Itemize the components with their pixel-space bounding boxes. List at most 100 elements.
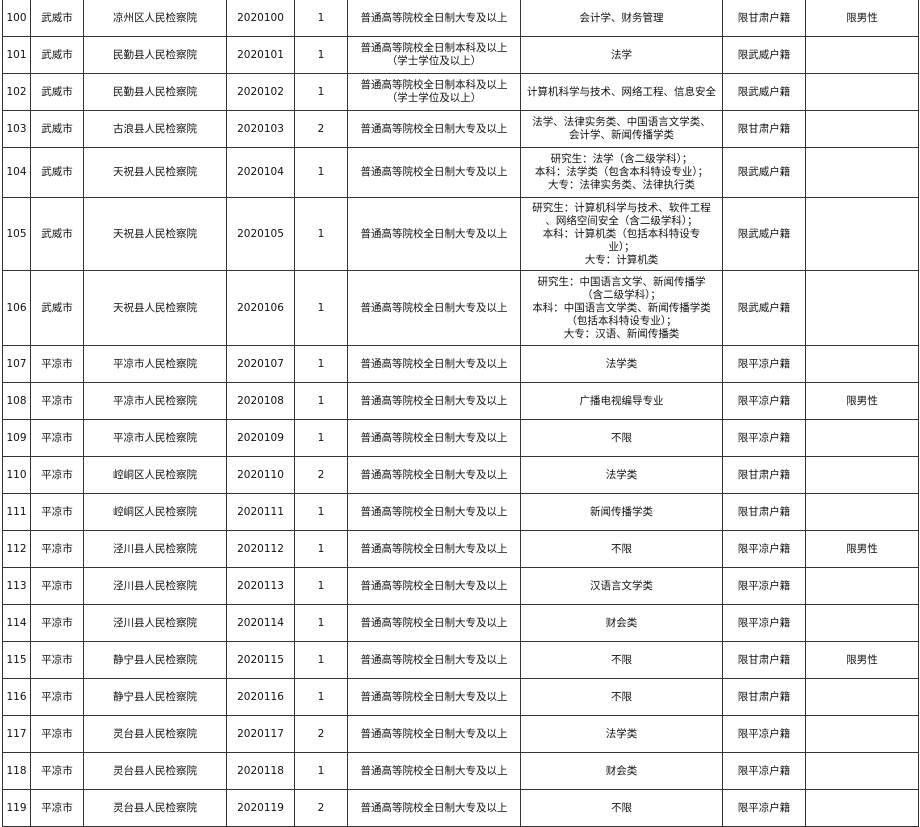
row-number-cell: 110 (2, 456, 31, 494)
table-row: 119 平凉市 灵台县人民检察院 2020119 2 普通高等院校全日制大专及以上 不限 限平… (2, 789, 919, 827)
row-number-cell: 116 (2, 678, 31, 716)
position-code-cell: 2020113 (226, 567, 295, 605)
row-number-cell: 119 (2, 789, 31, 827)
unit-name-cell: 天祝县人民检察院 (83, 197, 227, 271)
household-requirement-cell: 限武威户籍 (722, 36, 806, 74)
recruit-count-cell: 1 (294, 419, 348, 457)
position-code-cell: 2020112 (226, 530, 295, 568)
education-requirement-cell: 普通高等院校全日制本科及以上 （学士学位及以上） (347, 73, 521, 111)
major-requirement-cell: 汉语言文学类 (520, 567, 723, 605)
city-cell: 武威市 (30, 147, 84, 198)
household-requirement-cell: 限平凉户籍 (722, 567, 806, 605)
unit-name-cell: 平凉市人民检察院 (83, 419, 227, 457)
recruit-count-cell: 1 (294, 604, 348, 642)
row-number-cell: 114 (2, 604, 31, 642)
row-number-cell: 106 (2, 270, 31, 346)
row-number-cell: 112 (2, 530, 31, 568)
unit-name-cell: 平凉市人民检察院 (83, 382, 227, 420)
major-requirement-cell: 法学 (520, 36, 723, 74)
recruit-count-cell: 1 (294, 270, 348, 346)
table-row: 100 武威市 凉州区人民检察院 2020100 1 普通高等院校全日制大专及以上 会计学、… (2, 0, 919, 37)
recruit-count-cell: 2 (294, 110, 348, 148)
position-code-cell: 2020104 (226, 147, 295, 198)
row-number-cell: 118 (2, 752, 31, 790)
unit-name-cell: 灵台县人民检察院 (83, 789, 227, 827)
city-cell: 平凉市 (30, 382, 84, 420)
education-requirement-cell: 普通高等院校全日制大专及以上 (347, 110, 521, 148)
city-cell: 平凉市 (30, 641, 84, 679)
table-row: 106 武威市 天祝县人民检察院 2020106 1 普通高等院校全日制大专及以上 研究生：… (2, 270, 919, 346)
position-code-cell: 2020115 (226, 641, 295, 679)
table-row: 102 武威市 民勤县人民检察院 2020102 1 普通高等院校全日制本科及以上 （学士… (2, 73, 919, 111)
remarks-cell (805, 678, 919, 716)
position-code-cell: 2020114 (226, 604, 295, 642)
city-cell: 平凉市 (30, 345, 84, 383)
household-requirement-cell: 限甘肃户籍 (722, 678, 806, 716)
major-requirement-cell: 研究生：计算机科学与技术、软件工程 、网络空间安全（含二级学科）； 本科：计算机… (520, 197, 723, 271)
table-row: 105 武威市 天祝县人民检察院 2020105 1 普通高等院校全日制大专及以上 研究生：… (2, 197, 919, 271)
remarks-cell (805, 715, 919, 753)
education-requirement-cell: 普通高等院校全日制大专及以上 (347, 270, 521, 346)
position-code-cell: 2020108 (226, 382, 295, 420)
recruit-count-cell: 1 (294, 0, 348, 37)
table-row: 115 平凉市 静宁县人民检察院 2020115 1 普通高等院校全日制大专及以上 不限 限甘… (2, 641, 919, 679)
household-requirement-cell: 限甘肃户籍 (722, 110, 806, 148)
position-code-cell: 2020101 (226, 36, 295, 74)
table-row: 101 武威市 民勤县人民检察院 2020101 1 普通高等院校全日制本科及以上 （学士… (2, 36, 919, 74)
position-code-cell: 2020103 (226, 110, 295, 148)
recruit-count-cell: 1 (294, 73, 348, 111)
unit-name-cell: 古浪县人民检察院 (83, 110, 227, 148)
unit-name-cell: 天祝县人民检察院 (83, 147, 227, 198)
education-requirement-cell: 普通高等院校全日制大专及以上 (347, 604, 521, 642)
position-code-cell: 2020111 (226, 493, 295, 531)
remarks-cell (805, 36, 919, 74)
major-requirement-cell: 法学类 (520, 456, 723, 494)
remarks-cell (805, 73, 919, 111)
table-row: 107 平凉市 平凉市人民检察院 2020107 1 普通高等院校全日制大专及以上 法学类限… (2, 345, 919, 383)
position-code-cell: 2020107 (226, 345, 295, 383)
recruit-count-cell: 2 (294, 789, 348, 827)
table-row: 109 平凉市 平凉市人民检察院 2020109 1 普通高等院校全日制大专及以上 不限 限平… (2, 419, 919, 457)
major-requirement-cell: 法学类 (520, 345, 723, 383)
recruit-count-cell: 1 (294, 493, 348, 531)
education-requirement-cell: 普通高等院校全日制大专及以上 (347, 0, 521, 37)
position-code-cell: 2020110 (226, 456, 295, 494)
remarks-cell (805, 419, 919, 457)
unit-name-cell: 静宁县人民检察院 (83, 641, 227, 679)
remarks-cell (805, 270, 919, 346)
position-code-cell: 2020118 (226, 752, 295, 790)
education-requirement-cell: 普通高等院校全日制大专及以上 (347, 419, 521, 457)
recruit-count-cell: 1 (294, 641, 348, 679)
major-requirement-cell: 法学、法律实务类、中国语言文学类、 会计学、新闻传播学类 (520, 110, 723, 148)
row-number-cell: 100 (2, 0, 31, 37)
city-cell: 武威市 (30, 73, 84, 111)
major-requirement-cell: 研究生：法学（含二级学科）； 本科：法学类（包含本科特设专业）； 大专：法律实务… (520, 147, 723, 198)
household-requirement-cell: 限平凉户籍 (722, 789, 806, 827)
recruit-count-cell: 1 (294, 382, 348, 420)
unit-name-cell: 崆峒区人民检察院 (83, 456, 227, 494)
row-number-cell: 117 (2, 715, 31, 753)
city-cell: 平凉市 (30, 678, 84, 716)
table-row: 110 平凉市 崆峒区人民检察院 2020110 2 普通高等院校全日制大专及以上 法学类限… (2, 456, 919, 494)
city-cell: 武威市 (30, 270, 84, 346)
major-requirement-cell: 不限 (520, 678, 723, 716)
row-number-cell: 113 (2, 567, 31, 605)
remarks-cell (805, 345, 919, 383)
unit-name-cell: 平凉市人民检察院 (83, 345, 227, 383)
position-code-cell: 2020109 (226, 419, 295, 457)
major-requirement-cell: 广播电视编导专业 (520, 382, 723, 420)
education-requirement-cell: 普通高等院校全日制大专及以上 (347, 567, 521, 605)
row-number-cell: 107 (2, 345, 31, 383)
major-requirement-cell: 财会类 (520, 604, 723, 642)
city-cell: 武威市 (30, 36, 84, 74)
major-requirement-cell: 会计学、财务管理 (520, 0, 723, 37)
city-cell: 平凉市 (30, 456, 84, 494)
unit-name-cell: 静宁县人民检察院 (83, 678, 227, 716)
city-cell: 平凉市 (30, 604, 84, 642)
household-requirement-cell: 限甘肃户籍 (722, 456, 806, 494)
major-requirement-cell: 不限 (520, 419, 723, 457)
education-requirement-cell: 普通高等院校全日制大专及以上 (347, 715, 521, 753)
major-requirement-cell: 不限 (520, 530, 723, 568)
major-requirement-cell: 不限 (520, 641, 723, 679)
table-row: 104 武威市 天祝县人民检察院 2020104 1 普通高等院校全日制大专及以上 研究生：… (2, 147, 919, 198)
